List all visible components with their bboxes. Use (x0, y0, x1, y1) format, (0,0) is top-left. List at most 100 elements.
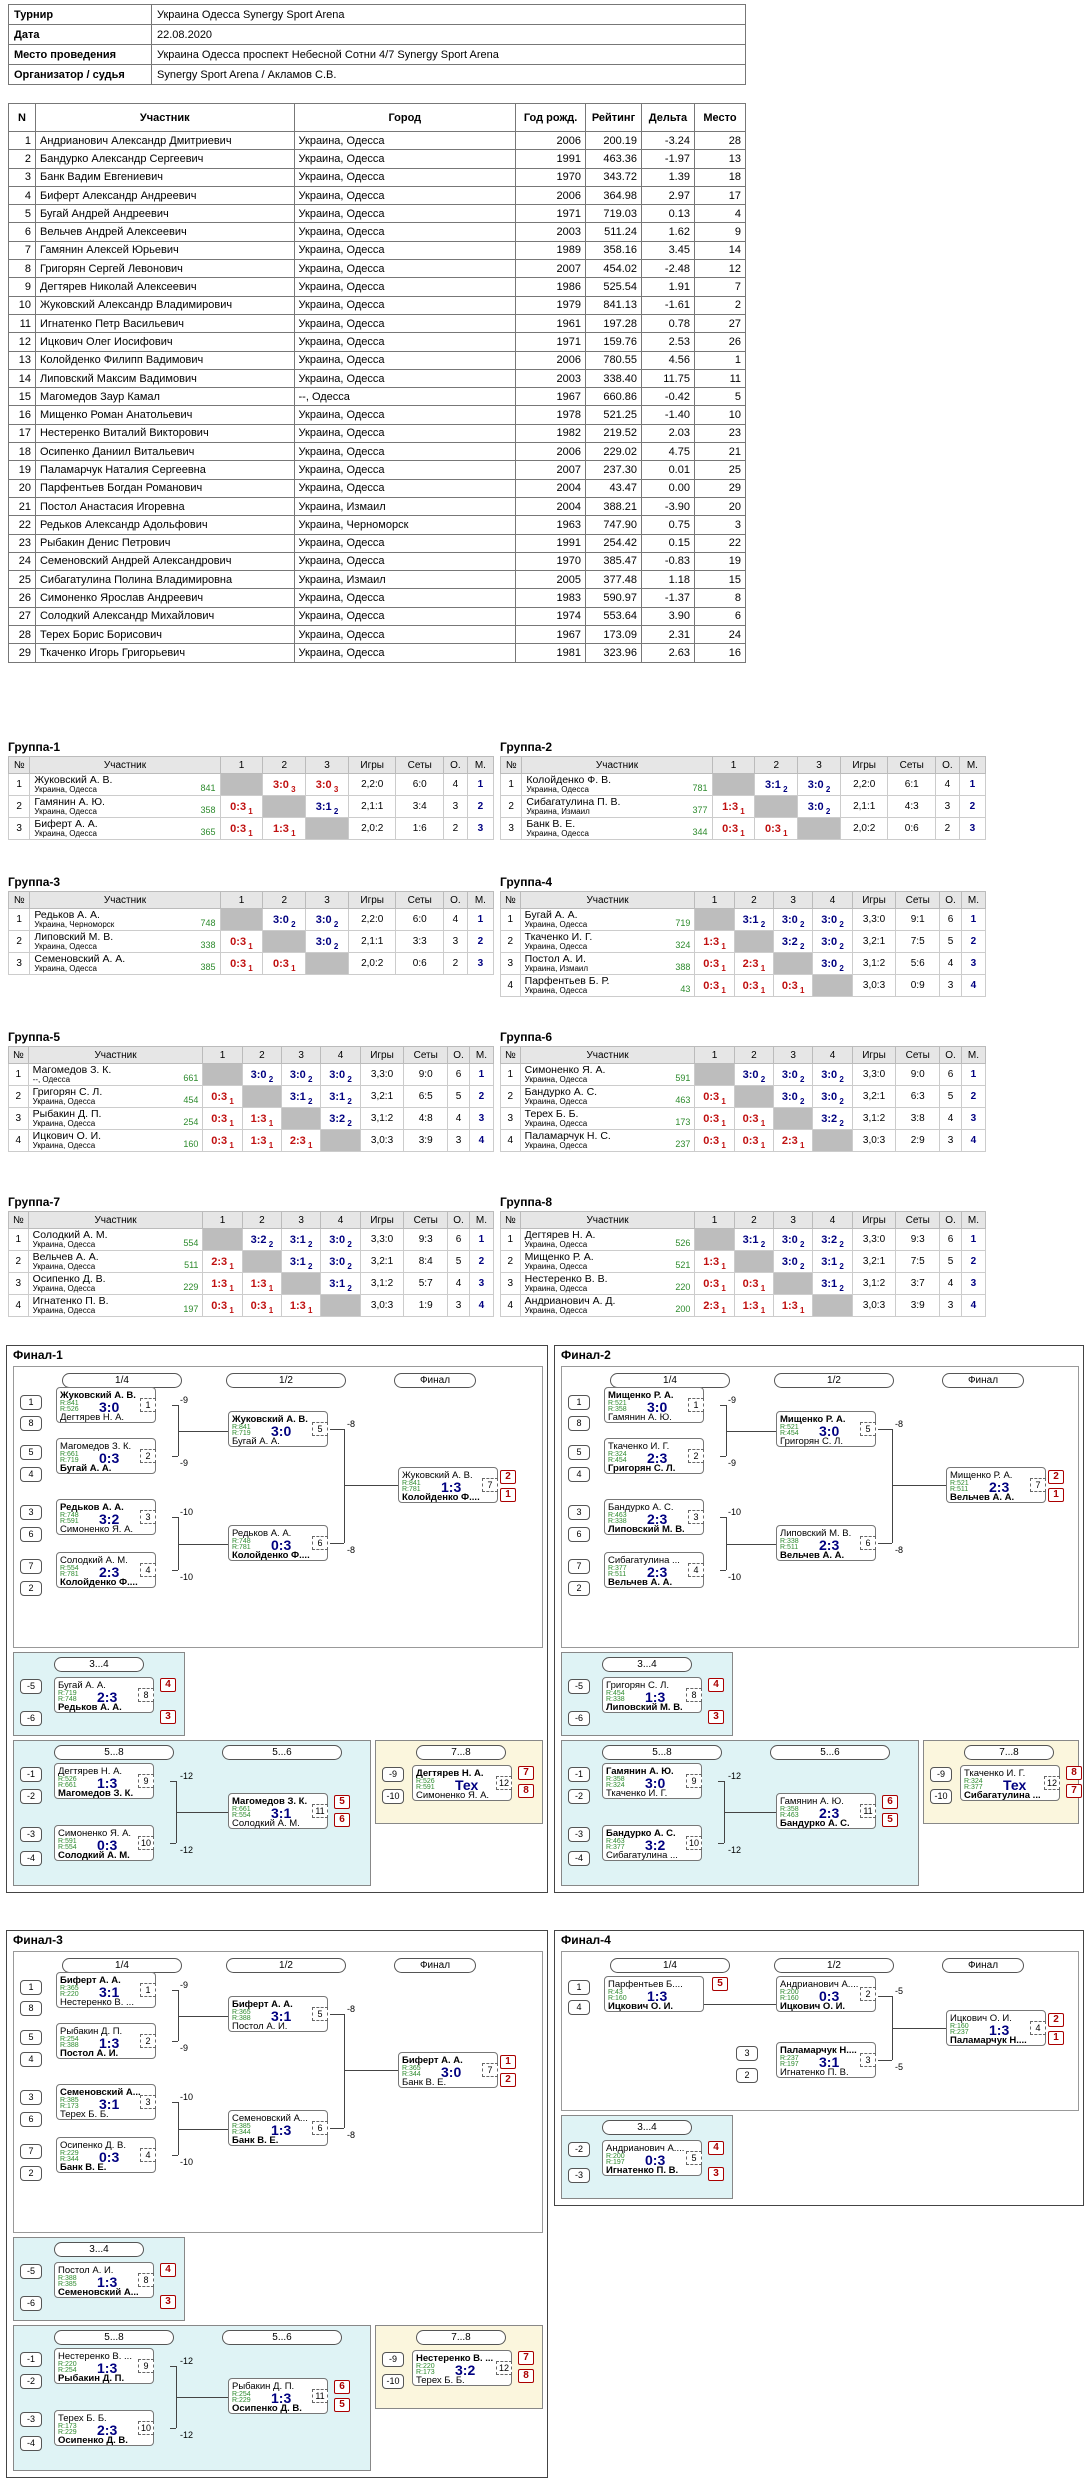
group-col-header: 3 (305, 756, 349, 774)
rating-1: R:385 (60, 2097, 79, 2104)
match-points: 2 (345, 1261, 352, 1271)
players-cell: 0.00 (641, 478, 695, 498)
match-score: 2:3 (97, 1689, 118, 1705)
group-row-number: 1 (8, 1063, 29, 1086)
participant-city: Украина, Одесса (32, 1239, 96, 1249)
participant-city: Украина, Одесса (34, 784, 97, 794)
match-score: 3:0 2 (781, 1255, 805, 1271)
rating-1: R:521 (780, 1424, 799, 1431)
group-row: 1 Бугай А. А. Украина, Одесса 719 3:1 2 3:0 2… (500, 908, 987, 931)
match-number: 5 (312, 1422, 328, 1436)
match-points: 1 (719, 1261, 726, 1271)
seed-box: 6 (20, 1527, 42, 1542)
group-participant: Вельчев А. А. Украина, Одесса 511 (27, 1250, 204, 1273)
match-points: 2 (305, 1239, 313, 1249)
group-row-number: 2 (500, 1085, 521, 1108)
group-row: 1 Дегтярев Н. А. Украина, Одесса 526 3:1 2 3:… (500, 1228, 987, 1251)
match-points: 1 (227, 1283, 234, 1293)
rating-2: R:511 (608, 1571, 627, 1578)
match-points: 1 (797, 1305, 805, 1315)
group-col-header: 3 (773, 891, 814, 909)
bracket-match: Магомедов З. К. R:661 R:719 0:3 Бугай А. А. (56, 1438, 156, 1474)
players-cell: 1978 (515, 405, 587, 425)
group-participant: Парфентьев Б. Р. Украина, Одесса 43 (519, 974, 696, 997)
match-points: 2 (837, 963, 844, 973)
group-place: 1 (960, 908, 987, 931)
seed-box: 7 (20, 1559, 42, 1574)
group-row-number: 4 (500, 974, 521, 997)
participant-rating: 748 (200, 918, 216, 928)
bracket-line (726, 1430, 776, 1432)
match-score: 3:0 2 (781, 913, 805, 929)
player-2: Солодкий А. М. (58, 1850, 130, 1861)
place-badge: 4 (708, 2141, 724, 2155)
players-cell: Парфентьев Богдан Романович (34, 478, 295, 498)
players-cell: 2006 (515, 350, 587, 370)
match-points: 1 (738, 828, 745, 838)
players-cell: 43.47 (585, 478, 642, 498)
phase-label: 7...8 (416, 2330, 506, 2345)
group-participant: Ткаченко И. Г. Украина, Одесса 324 (519, 930, 696, 953)
group-row-number: 1 (499, 773, 523, 796)
bracket-match: Мищенко Р. А. R:521 R:454 3:0 Григорян С. Л. (776, 1411, 876, 1447)
group-result-cell (812, 1129, 853, 1152)
loser-ref: -10 (180, 2092, 194, 2102)
participant-rating: 229 (183, 1282, 199, 1292)
players-cell: 18 (693, 167, 747, 187)
group-points: 5 (939, 930, 962, 953)
seed-box: -2 (568, 2142, 590, 2157)
bracket-line (170, 2366, 176, 2367)
match-number: 1 (688, 1398, 704, 1412)
participant-rating: 463 (675, 1095, 691, 1105)
bracket-match: Жуковский А. В. R:841 R:781 1:3 Колойденко Ф… (398, 1467, 498, 1503)
players-cell: --, Одесса (293, 387, 517, 407)
match-score: 3:0 2 (272, 913, 296, 929)
group-result-cell: 3:1 2 (320, 1272, 361, 1295)
place-badge: 3 (160, 2295, 176, 2309)
player-2: Нестеренко В. ... (60, 1997, 134, 2008)
rating-1: R:526 (416, 1778, 435, 1785)
group-row-number: 1 (7, 908, 31, 931)
players-row: 28 Терех Борис Борисович Украина, Одесса 19… (8, 625, 747, 645)
rating-1: R:237 (780, 2055, 799, 2062)
group-place: 4 (468, 1129, 495, 1152)
players-cell: Жуковский Александр Владимирович (34, 295, 295, 315)
group-result-cell (694, 1063, 735, 1086)
players-cell: 841.13 (585, 295, 642, 315)
bracket-3-4: 3...4 -5 -6 Постол А. И. R:388 R:385 1:3 Семено… (13, 2237, 185, 2321)
participant-rating: 365 (200, 827, 216, 837)
seed-box: 3 (736, 2046, 758, 2061)
match-score: 1:3 (989, 2022, 1010, 2038)
match-points: 2 (345, 1239, 352, 1249)
group-result-cell (711, 773, 756, 796)
match-points: 1 (288, 828, 296, 838)
players-cell: -2.48 (641, 259, 695, 279)
group-participant: Бандурко А. С. Украина, Одесса 463 (519, 1085, 696, 1108)
group-participant: Липовский М. В. Украина, Одесса 338 (29, 930, 221, 953)
group-points: 6 (447, 1063, 470, 1086)
place-badge: 5 (334, 1795, 350, 1809)
player-2: Ткаченко И. Г. (606, 1788, 668, 1799)
rating-2: R:511 (780, 1544, 799, 1551)
players-cell: 2.03 (641, 423, 695, 444)
participant-name: Биферт А. А. (34, 817, 98, 830)
players-cell: 1991 (515, 533, 587, 553)
group-row-number: 3 (7, 952, 31, 975)
group-participant: Постол А. И. Украина, Измаил 388 (519, 952, 696, 975)
group-col-header: 1 (694, 891, 735, 909)
bracket-match: Дегтярев Н. А. R:526 R:661 1:3 Магомедов З. … (54, 1763, 154, 1799)
rating-2: R:591 (416, 1784, 435, 1791)
group-result-cell: 1:3 1 (711, 795, 756, 818)
place-badge: 6 (334, 1813, 350, 1827)
rating-2: R:781 (60, 1571, 79, 1578)
players-cell: 14 (8, 368, 36, 389)
match-points: 1 (227, 1261, 234, 1271)
players-cell: 3 (693, 515, 747, 535)
participant-name: Осипенко Д. В. (32, 1272, 106, 1285)
match-score: 2:3 (99, 1564, 120, 1580)
rating-1: R:591 (58, 1838, 77, 1845)
group-participant: Банк В. Е. Украина, Одесса 344 (521, 817, 713, 840)
players-cell: Постол Анастасия Игоревна (34, 496, 295, 517)
seed-box: 1 (568, 1980, 590, 1995)
participant-name: Андрианович А. Д. (524, 1294, 616, 1307)
